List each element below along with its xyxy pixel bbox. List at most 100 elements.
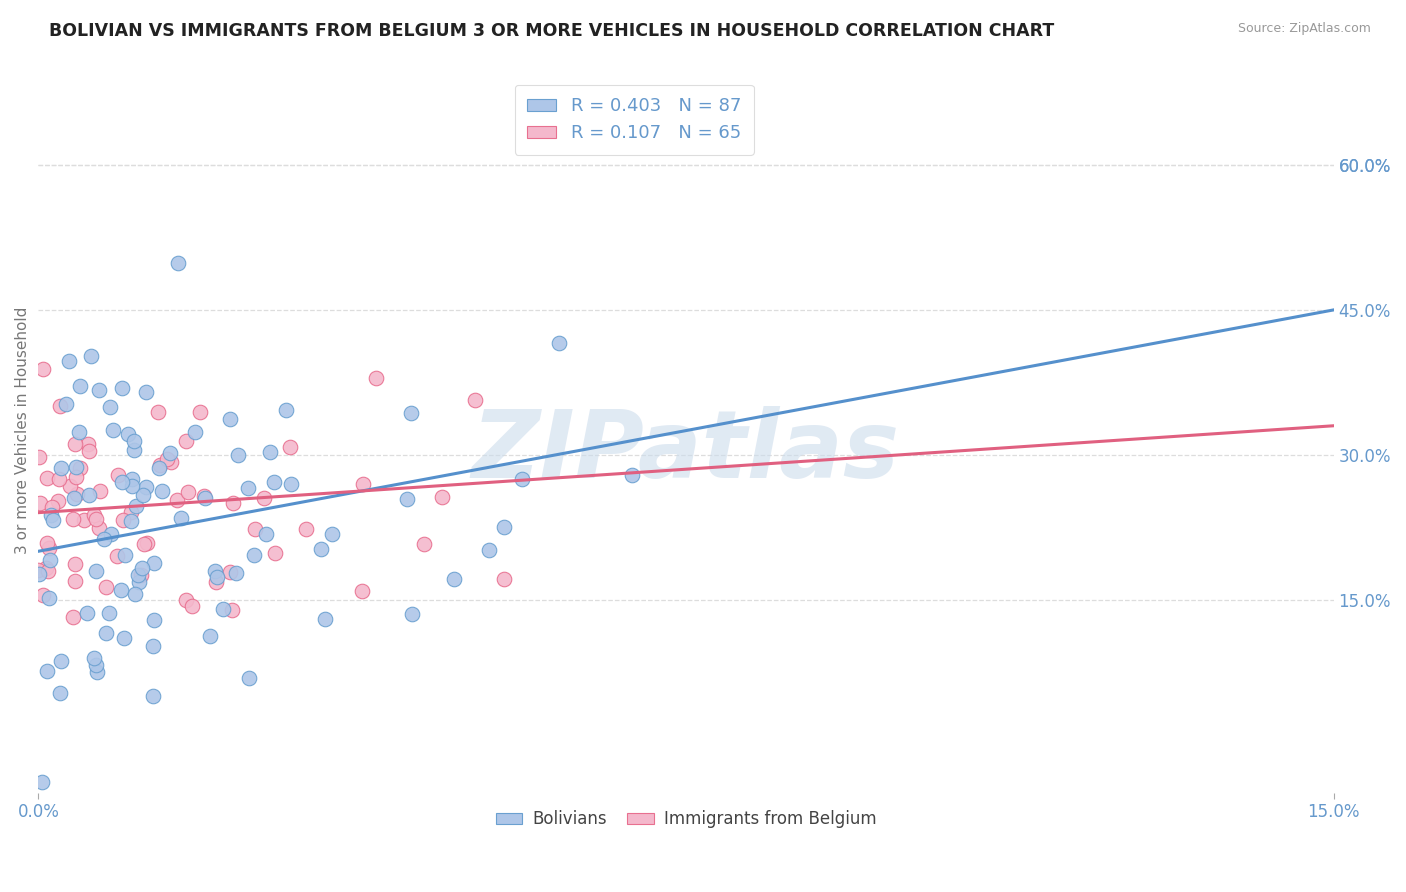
Point (28, 450, 51, 465)
Point (65, 469, 87, 483)
Point (212, 601, 235, 615)
Point (77, 488, 100, 502)
Point (177, 485, 200, 500)
Point (48, 472, 70, 486)
Point (117, 426, 139, 441)
Point (98, 606, 121, 620)
Y-axis label: 3 or more Vehicles in Household: 3 or more Vehicles in Household (15, 307, 30, 554)
Point (413, 536, 436, 550)
Point (98, 400, 121, 414)
Point (167, 256, 190, 270)
Point (89, 384, 111, 398)
Point (120, 505, 142, 519)
Point (93, 532, 115, 546)
Point (107, 468, 129, 483)
Point (35, 664, 58, 678)
Point (245, 522, 267, 536)
Point (48, 400, 70, 414)
Point (510, 472, 533, 486)
Point (264, 546, 287, 560)
Point (65, 460, 87, 475)
Point (148, 460, 170, 475)
Point (77, 437, 100, 451)
Point (51, 460, 73, 475)
Point (219, 566, 242, 580)
Point (205, 569, 228, 583)
Point (84, 658, 107, 673)
Point (350, 584, 373, 599)
Point (125, 499, 148, 513)
Point (76, 607, 98, 621)
Text: Source: ZipAtlas.com: Source: ZipAtlas.com (1237, 22, 1371, 36)
Point (254, 526, 277, 541)
Point (174, 434, 197, 448)
Point (49, 686, 72, 700)
Point (62, 610, 84, 624)
Point (121, 472, 143, 486)
Point (83, 650, 105, 665)
Point (278, 440, 301, 454)
Point (84, 565, 107, 579)
Point (132, 537, 155, 551)
Point (399, 406, 422, 420)
Point (100, 527, 122, 541)
Point (183, 425, 205, 439)
Point (37, 564, 59, 578)
Text: ZIPatlas: ZIPatlas (472, 407, 900, 499)
Point (46, 494, 69, 508)
Point (124, 587, 146, 601)
Point (280, 476, 302, 491)
Point (132, 487, 155, 501)
Point (94, 580, 117, 594)
Point (124, 434, 146, 449)
Point (32, 588, 55, 602)
Point (42, 513, 65, 527)
Point (94, 626, 117, 640)
Point (122, 442, 145, 457)
Point (120, 514, 142, 528)
Point (114, 549, 136, 563)
Point (69, 379, 91, 393)
Point (170, 511, 193, 525)
Point (41, 500, 63, 514)
Point (59, 479, 82, 493)
Point (142, 613, 165, 627)
Point (188, 405, 211, 419)
Point (55, 397, 77, 411)
Point (121, 479, 143, 493)
Point (127, 567, 149, 582)
Point (142, 690, 165, 704)
Point (274, 402, 297, 417)
Point (31, 774, 53, 789)
Point (63, 491, 86, 505)
Point (259, 444, 281, 458)
Point (430, 490, 453, 504)
Point (219, 412, 242, 426)
Point (136, 536, 159, 550)
Point (31, 362, 53, 376)
Point (73, 513, 96, 527)
Point (87, 520, 110, 534)
Point (58, 354, 80, 368)
Point (156, 451, 179, 466)
Point (129, 568, 152, 582)
Point (80, 349, 103, 363)
Point (222, 496, 245, 510)
Point (204, 564, 226, 578)
Point (38, 541, 60, 555)
Point (39, 553, 62, 567)
Point (221, 603, 243, 617)
Point (84, 511, 107, 525)
Point (77, 444, 100, 458)
Point (494, 572, 516, 586)
Point (620, 467, 643, 482)
Point (160, 454, 183, 468)
Point (243, 548, 266, 562)
Point (226, 448, 249, 462)
Point (49, 654, 72, 668)
Point (174, 593, 197, 607)
Point (66, 487, 89, 501)
Point (194, 491, 217, 506)
Point (238, 671, 260, 685)
Point (494, 520, 516, 534)
